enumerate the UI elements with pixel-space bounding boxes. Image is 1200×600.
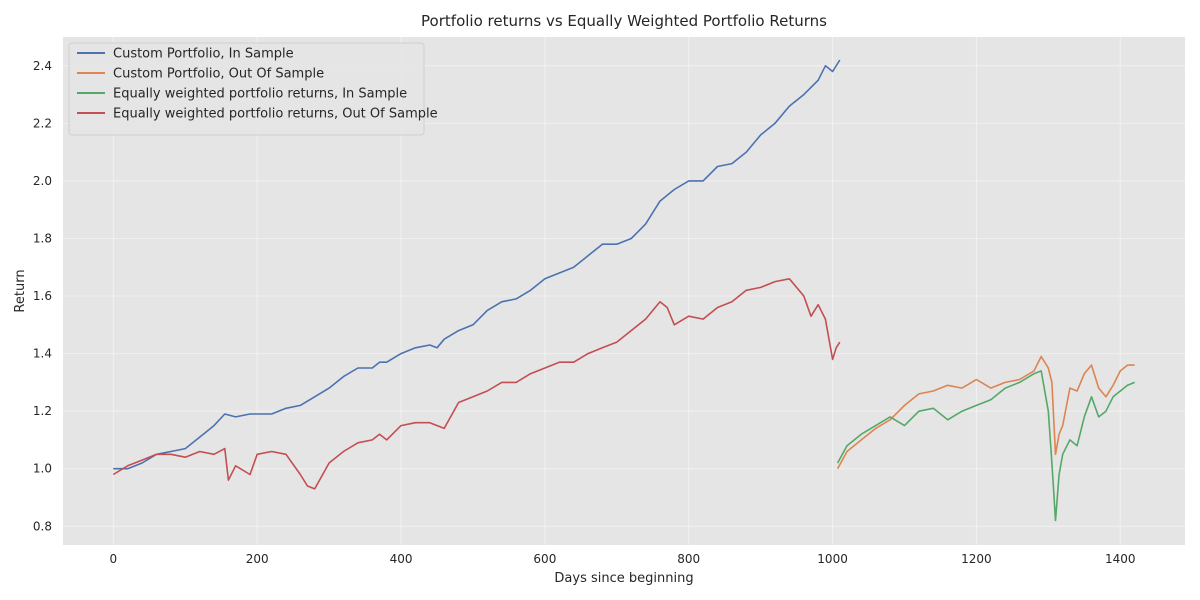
y-tick-label: 1.0 <box>33 462 52 476</box>
y-tick-label: 1.2 <box>33 404 52 418</box>
series-line-1 <box>113 59 841 470</box>
x-tick-label: 1400 <box>1105 552 1136 566</box>
series-lines <box>112 59 1135 522</box>
chart-title: Portfolio returns vs Equally Weighted Po… <box>421 12 827 30</box>
legend-label: Custom Portfolio, Out Of Sample <box>113 67 324 82</box>
tick-labels: 0 200 400 600 800 1000 1200 1400 0.8 1.0 1.2 1.4 1.6… <box>33 59 1136 566</box>
x-tick-label: 600 <box>533 552 556 566</box>
y-tick-label: 1.6 <box>33 289 52 303</box>
x-tick-label: 800 <box>677 552 700 566</box>
x-tick-label: 1000 <box>817 552 848 566</box>
y-tick-label: 2.0 <box>33 174 52 188</box>
y-tick-label: 2.2 <box>33 116 52 130</box>
x-tick-label: 400 <box>390 552 413 566</box>
series-line-2 <box>836 355 1135 470</box>
legend-label: Equally weighted portfolio returns, Out … <box>113 107 438 122</box>
legend-box <box>68 42 425 136</box>
y-axis-label: Return <box>13 269 28 312</box>
y-tick-label: 2.4 <box>33 59 52 73</box>
legend: Custom Portfolio, In Sample Custom Portfo… <box>68 42 438 136</box>
x-tick-label: 200 <box>246 552 269 566</box>
y-tick-label: 0.8 <box>33 519 52 533</box>
x-tick-label: 1200 <box>961 552 992 566</box>
y-tick-label: 1.4 <box>33 347 52 361</box>
x-tick-label: 0 <box>110 552 118 566</box>
y-tick-label: 1.8 <box>33 231 52 245</box>
x-axis-label: Days since beginning <box>554 571 693 586</box>
legend-label: Custom Portfolio, In Sample <box>113 47 294 62</box>
legend-label: Equally weighted portfolio returns, In S… <box>113 87 407 102</box>
series-line-3 <box>836 370 1135 522</box>
series-line-4 <box>112 277 841 490</box>
